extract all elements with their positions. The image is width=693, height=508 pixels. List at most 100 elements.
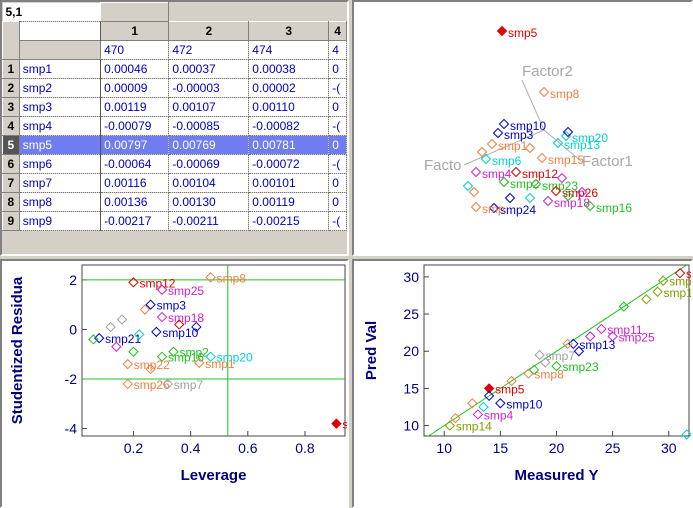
column-name-4[interactable]: 4 — [328, 40, 347, 60]
sample-name-cell[interactable]: smp7 — [19, 173, 102, 193]
table-row[interactable]: 9 smp9 -0.00217 -0.00211 -0.00215 -( — [2, 211, 347, 231]
value-cell[interactable]: 0.00104 — [168, 173, 250, 193]
column-number-1[interactable]: 1 — [100, 21, 170, 41]
value-cell[interactable]: 0.00119 — [100, 97, 170, 117]
table-row[interactable]: 3 smp3 0.00119 0.00107 0.00110 0 — [2, 97, 347, 117]
value-cell[interactable]: 0.00119 — [248, 192, 330, 212]
value-cell[interactable]: 0.00110 — [248, 97, 330, 117]
value-cell[interactable]: 0 — [328, 97, 347, 117]
value-cell[interactable]: -0.00215 — [248, 211, 330, 231]
sample-name-cell[interactable]: smp2 — [19, 78, 102, 98]
data-point-marker — [618, 301, 630, 312]
column-number-2[interactable]: 2 — [168, 21, 250, 41]
value-cell[interactable]: 0.00037 — [168, 59, 250, 79]
value-cell[interactable]: -0.00064 — [100, 154, 170, 174]
column-name-3[interactable]: 474 — [248, 40, 330, 60]
y-tick-label: 0 — [69, 321, 77, 337]
value-cell[interactable]: 0.00009 — [100, 78, 170, 98]
value-cell[interactable]: -0.00069 — [168, 154, 250, 174]
value-cell[interactable]: 0.00116 — [100, 173, 170, 193]
column-number-4[interactable]: 4 — [328, 21, 347, 41]
sample-name-cell[interactable]: smp1 — [19, 59, 102, 79]
name-column-top — [19, 21, 102, 41]
row-number[interactable]: 9 — [2, 211, 20, 231]
data-table-pane: 5,1 1 2 3 4 470 472 474 4 1 smp1 0.00046 0.… — [0, 0, 349, 256]
data-point-label: smp18 — [554, 196, 590, 210]
value-cell[interactable]: -0.00082 — [248, 116, 330, 136]
row-number[interactable]: 8 — [2, 192, 20, 212]
table-row[interactable]: 1 smp1 0.00046 0.00037 0.00038 0 — [2, 59, 347, 79]
table-row[interactable]: 2 smp2 0.00009 -0.00003 0.00002 -( — [2, 78, 347, 98]
data-point-marker — [205, 351, 216, 362]
data-point-marker — [584, 331, 596, 342]
influence-plot-pane[interactable]: 0.2 0.4 0.6 0.8 2 0 -2 -4 Leverage Studentized Re… — [0, 259, 349, 508]
sample-name-cell[interactable]: smp5 — [19, 135, 102, 155]
table-row[interactable]: 4 smp4 -0.00079 -0.00085 -0.00082 -( — [2, 116, 347, 136]
value-cell[interactable]: 0.00046 — [100, 59, 170, 79]
data-point-marker — [151, 326, 162, 338]
spectra-data-table[interactable]: 5,1 1 2 3 4 470 472 474 4 1 smp1 0.00046 0.… — [2, 2, 347, 231]
value-cell[interactable]: 0.00797 — [100, 135, 170, 155]
data-point-marker — [468, 186, 480, 198]
column-name-1[interactable]: 470 — [100, 40, 170, 60]
value-cell[interactable]: 0.00107 — [168, 97, 250, 117]
data-point-label: smp1 — [205, 357, 235, 371]
data-point-marker — [470, 201, 482, 213]
value-cell[interactable]: 0 — [328, 135, 347, 155]
y-tick-label: 2 — [69, 272, 77, 288]
predicted-vs-measured-pane[interactable]: 10 15 20 25 30 30 25 20 15 10 Measured Y Pred Val sm… — [352, 259, 693, 508]
data-point-marker — [528, 364, 540, 376]
row-number[interactable]: 7 — [2, 173, 20, 193]
sample-name-cell[interactable]: smp6 — [19, 154, 102, 174]
value-cell[interactable]: 0 — [328, 173, 347, 193]
data-point-marker — [145, 299, 156, 310]
influence-plot[interactable]: 0.2 0.4 0.6 0.8 2 0 -2 -4 Leverage Studentized Re… — [2, 261, 347, 506]
value-cell[interactable]: -( — [328, 116, 347, 136]
data-point-marker — [536, 152, 548, 164]
table-row[interactable]: 7 smp7 0.00116 0.00104 0.00101 0 — [2, 173, 347, 193]
sample-name-cell[interactable]: smp4 — [19, 116, 102, 136]
data-point-label: smp16 — [168, 351, 204, 365]
value-cell[interactable]: 0.00130 — [168, 192, 250, 212]
value-cell[interactable]: 0.00769 — [168, 135, 250, 155]
row-number[interactable]: 3 — [2, 97, 20, 117]
row-number[interactable]: 1 — [2, 59, 20, 79]
row-number[interactable]: 5 — [2, 135, 20, 155]
value-cell[interactable]: -0.00217 — [100, 211, 170, 231]
value-cell[interactable]: 0.00136 — [100, 192, 170, 212]
row-number[interactable]: 4 — [2, 116, 20, 136]
value-cell[interactable]: -0.00003 — [168, 78, 250, 98]
factor-scores-3d-plot-pane[interactable]: Factor2 Factor1 Facto smp5 smp8 smp10 smp3 smp2… — [352, 0, 693, 256]
value-cell[interactable]: 0.00781 — [248, 135, 330, 155]
data-point-marker — [560, 130, 572, 142]
value-cell[interactable]: 0 — [328, 59, 347, 79]
value-cell[interactable]: 0 — [328, 192, 347, 212]
sample-name-cell[interactable]: smp8 — [19, 192, 102, 212]
value-cell[interactable]: -0.00079 — [100, 116, 170, 136]
data-point-label: smp16 — [596, 201, 632, 215]
value-cell[interactable]: 0.00101 — [248, 173, 330, 193]
row-number[interactable]: 2 — [2, 78, 20, 98]
predicted-vs-measured-plot[interactable]: 10 15 20 25 30 30 25 20 15 10 Measured Y Pred Val sm… — [354, 261, 691, 506]
value-cell[interactable]: 0.00038 — [248, 59, 330, 79]
column-number-3[interactable]: 3 — [248, 21, 330, 41]
value-cell[interactable]: -( — [328, 154, 347, 174]
sample-name-cell[interactable]: smp9 — [19, 211, 102, 231]
data-point-marker — [476, 146, 488, 158]
value-cell[interactable]: -0.00211 — [168, 211, 250, 231]
value-cell[interactable]: -( — [328, 211, 347, 231]
value-cell[interactable]: 0.00002 — [248, 78, 330, 98]
value-cell[interactable]: -0.00072 — [248, 154, 330, 174]
table-row[interactable]: 6 smp6 -0.00064 -0.00069 -0.00072 -( — [2, 154, 347, 174]
value-cell[interactable]: -0.00085 — [168, 116, 250, 136]
data-point-marker — [506, 375, 517, 387]
table-row[interactable]: 8 smp8 0.00136 0.00130 0.00119 0 — [2, 192, 347, 212]
table-row[interactable]: 5 smp5 0.00797 0.00769 0.00781 0 — [2, 135, 347, 155]
y-tick-label: -4 — [65, 421, 78, 437]
value-cell[interactable]: -( — [328, 78, 347, 98]
row-number[interactable]: 6 — [2, 154, 20, 174]
sample-name-cell[interactable]: smp3 — [19, 97, 102, 117]
column-name-2[interactable]: 472 — [168, 40, 250, 60]
data-point-marker — [596, 323, 607, 335]
